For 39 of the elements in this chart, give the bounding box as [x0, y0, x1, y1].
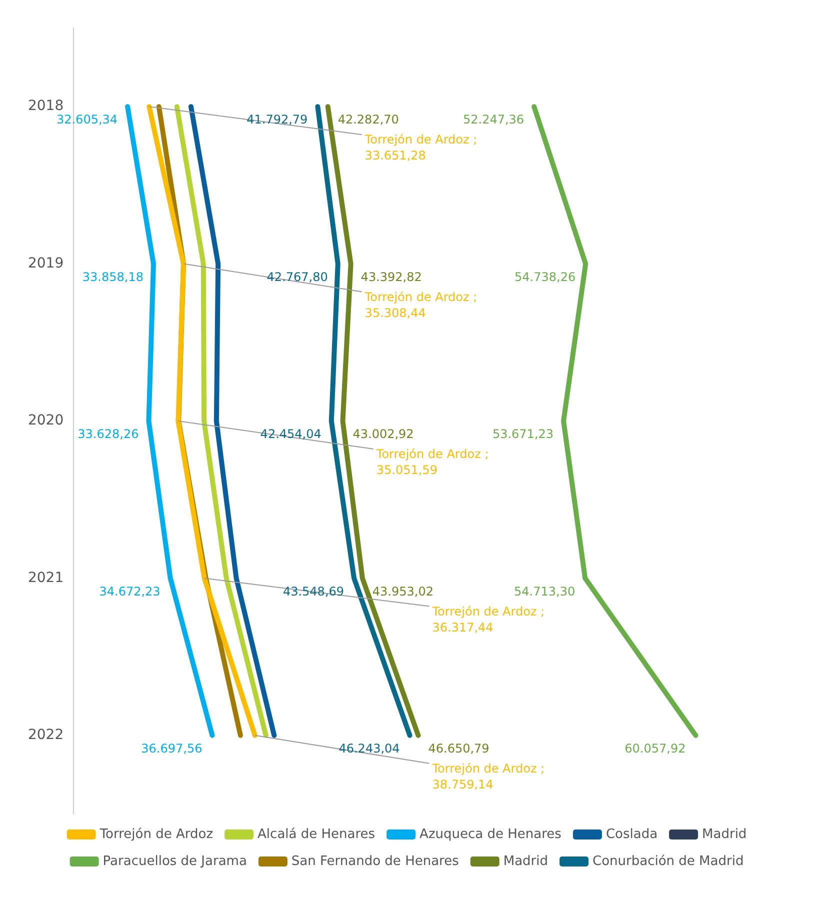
y-tick-label: 2021 [28, 570, 64, 586]
legend-label: Coslada [606, 826, 658, 842]
data-label: 54.738,26 [514, 270, 576, 284]
data-label: 33.628,26 [78, 427, 139, 442]
legend-label: Alcalá de Henares [258, 826, 376, 842]
data-label: Torrejón de Ardoz ; 36.317,44 [431, 604, 545, 634]
data-label: 33.858,18 [82, 270, 144, 284]
data-label: 34.672,23 [99, 584, 160, 598]
data-label: Torrejón de Ardoz ; 35.308,44 [364, 290, 478, 320]
data-label: Torrejón de Ardoz ; 33.651,28 [364, 132, 478, 163]
data-label: 42.282,70 [338, 112, 399, 127]
data-label: 43.002,92 [352, 427, 414, 442]
data-label: 54.713,30 [514, 584, 576, 598]
legend-label: Azuqueca de Henares [420, 826, 562, 842]
data-label: 46.650,79 [428, 742, 490, 756]
y-tick-label: 2022 [28, 727, 64, 744]
data-label: 42.454,04 [260, 427, 322, 442]
legend-label: Torrejón de Ardoz [98, 826, 214, 842]
y-tick-label: 2020 [28, 412, 64, 429]
legend-label: Conurbación de Madrid [592, 854, 744, 869]
data-label: Torrejón de Ardoz ; 38.759,14 [431, 762, 545, 792]
data-label: 60.057,92 [624, 742, 686, 756]
y-tick-label: 2018 [28, 98, 64, 114]
data-label: 41.792,79 [246, 112, 308, 127]
legend-label: Madrid [503, 854, 548, 869]
data-label: 43.548,69 [282, 584, 344, 598]
legend-label: Paracuellos de Jarama [102, 854, 247, 869]
y-tick-label: 2019 [28, 255, 64, 272]
data-label: 43.953,02 [372, 584, 434, 598]
data-label: 52.247,36 [462, 112, 524, 127]
data-label: 53.671,23 [492, 427, 554, 442]
data-label: 32.605,34 [56, 112, 118, 127]
data-label: 46.243,04 [338, 742, 400, 756]
legend-label: San Fernando de Henares [291, 854, 460, 869]
data-label: 42.767,80 [266, 270, 328, 284]
data-label: 43.392,82 [360, 270, 422, 284]
data-label: 36.697,56 [141, 742, 202, 756]
data-label: Torrejón de Ardoz ; 35.051,59 [375, 447, 489, 478]
legend-label: Madrid [702, 826, 747, 842]
